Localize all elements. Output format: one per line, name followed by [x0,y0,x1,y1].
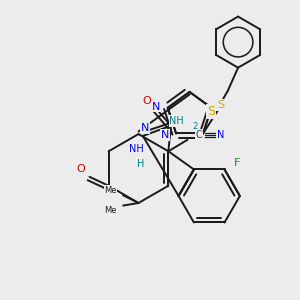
Text: NH: NH [169,116,184,126]
Text: N: N [141,123,149,133]
Text: N: N [152,101,160,112]
Text: C: C [196,130,202,140]
Text: NH: NH [129,144,144,154]
Text: N: N [217,130,224,140]
Text: S: S [207,105,215,118]
Text: N: N [160,130,169,140]
Text: H: H [136,159,144,169]
Text: O: O [76,164,85,174]
Text: S: S [217,100,224,110]
Text: 2: 2 [192,122,197,131]
Text: O: O [142,97,151,106]
Text: Me: Me [104,206,117,215]
Text: F: F [234,158,241,168]
Text: Me: Me [104,186,117,195]
